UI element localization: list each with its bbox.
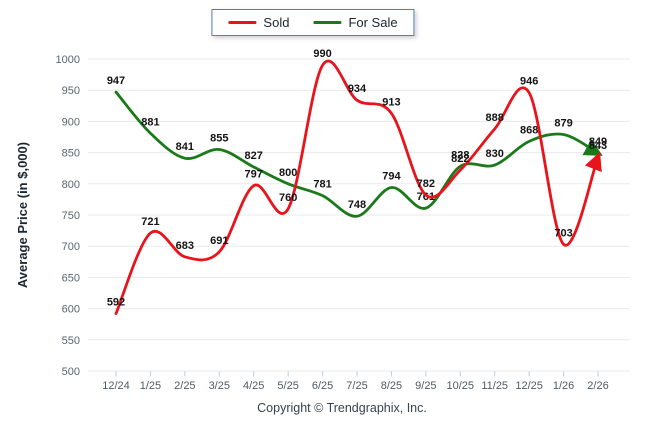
for-sale-data-label: 881: [141, 116, 159, 128]
x-axis-labels: 12/24 1/25 2/25 3/25 4/25 5/25 6/25 7/25 8/25 9/2…: [102, 371, 609, 392]
for-sale-data-label: 761: [417, 191, 435, 203]
sold-data-label: 592: [107, 297, 125, 309]
for-sale-data-label: 849: [589, 136, 607, 148]
for-sale-data-label: 800: [279, 167, 297, 179]
for-sale-data-label: 781: [313, 179, 331, 191]
y-tick-label: 700: [62, 241, 80, 253]
sold-data-label: 934: [348, 83, 367, 95]
for-sale-data-label: 794: [382, 171, 401, 183]
x-tick-label: 5/25: [277, 380, 298, 392]
y-tick-label: 500: [62, 366, 80, 378]
x-tick-label: 2/26: [587, 380, 608, 392]
y-axis-tick-labels: 1000 950 900 850 800 750 700 650 600 550 500: [56, 54, 80, 378]
sold-data-labels: 592 721 683 691 797 760 990 934 913 782 822 888 946 7…: [107, 48, 607, 308]
sold-data-label: 797: [245, 169, 263, 181]
for-sale-data-label: 879: [554, 118, 572, 130]
y-tick-label: 650: [62, 272, 80, 284]
chart-legend: Sold For Sale: [211, 9, 415, 36]
sold-line: [114, 59, 602, 315]
for-sale-data-label: 828: [451, 149, 469, 161]
x-tick-label: 2/25: [174, 380, 195, 392]
x-tick-label: 1/26: [553, 380, 574, 392]
sold-data-label: 721: [141, 216, 159, 228]
legend-item-for-sale: For Sale: [313, 15, 398, 30]
legend-item-sold: Sold: [228, 15, 289, 30]
y-tick-label: 850: [62, 148, 80, 160]
for-sale-data-labels: 947 881 841 855 827 800 781 748 794 761 828 830 868 8…: [107, 75, 607, 211]
sold-data-label: 782: [417, 178, 435, 190]
for-sale-data-label: 830: [486, 148, 504, 160]
x-tick-label: 3/25: [209, 380, 230, 392]
sold-line-swatch: [228, 21, 257, 24]
sold-data-label: 990: [313, 48, 331, 60]
x-tick-label: 1/25: [140, 380, 161, 392]
for-sale-line-swatch: [313, 21, 342, 24]
x-tick-label: 11/25: [481, 380, 508, 392]
y-tick-label: 1000: [56, 54, 80, 66]
x-tick-label: 12/24: [102, 380, 130, 392]
for-sale-data-label: 748: [348, 199, 366, 211]
for-sale-data-label: 947: [107, 75, 125, 87]
x-tick-label: 6/25: [312, 380, 333, 392]
sold-data-label: 913: [382, 96, 400, 108]
for-sale-data-label: 827: [245, 150, 263, 162]
x-tick-label: 8/25: [381, 380, 402, 392]
for-sale-line: [114, 90, 603, 218]
legend-label-sold: Sold: [263, 15, 290, 30]
sold-data-label: 760: [279, 192, 297, 204]
y-tick-label: 750: [62, 210, 80, 222]
x-tick-label: 7/25: [346, 380, 367, 392]
y-tick-label: 950: [62, 85, 80, 97]
sold-data-label: 691: [210, 235, 228, 247]
for-sale-data-label: 841: [176, 141, 194, 153]
for-sale-data-label: 868: [520, 124, 538, 136]
sold-data-label: 683: [176, 240, 194, 252]
sold-data-label: 946: [520, 76, 538, 88]
y-tick-label: 800: [62, 179, 80, 191]
sold-data-label: 822: [451, 153, 469, 165]
x-tick-label: 9/25: [415, 380, 436, 392]
sold-data-label: 703: [554, 227, 572, 239]
y-tick-label: 600: [62, 304, 80, 316]
y-tick-label: 550: [62, 335, 80, 347]
y-tick-label: 900: [62, 116, 80, 128]
sold-data-label: 843: [589, 140, 607, 152]
y-axis-title: Average Price (in $,000): [15, 142, 30, 288]
legend-label-for-sale: For Sale: [348, 15, 398, 30]
x-tick-label: 4/25: [243, 380, 264, 392]
sold-data-label: 888: [486, 112, 504, 124]
chart-area: 1000 950 900 850 800 750 700 650 600 550 500 12/24 1…: [15, 48, 630, 392]
x-tick-label: 12/25: [515, 380, 543, 392]
x-tick-label: 10/25: [447, 380, 475, 392]
copyright-text: Copyright © Trendgraphix, Inc.: [257, 401, 427, 415]
for-sale-data-label: 855: [210, 132, 228, 144]
